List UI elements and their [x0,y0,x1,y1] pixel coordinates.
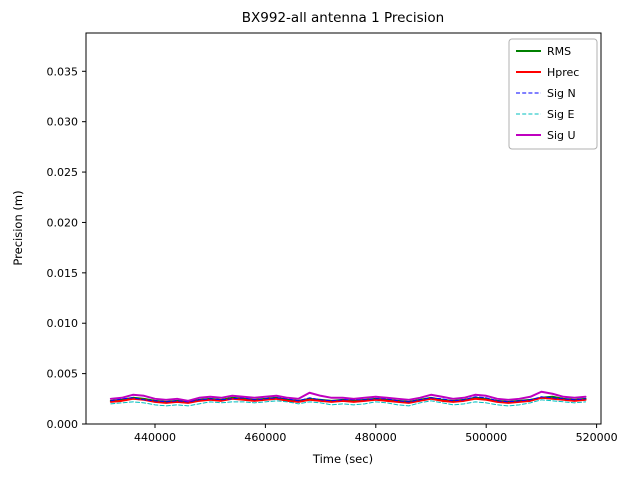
y-tick-label: 0.020 [47,216,79,229]
x-tick-label: 500000 [465,431,507,444]
axes-box [85,32,602,425]
y-tick-label: 0.030 [47,116,79,129]
y-axis-label: Precision (m) [11,190,25,265]
legend-item-sig-n: Sig N [516,87,576,100]
x-axis-label: Time (sec) [312,452,373,466]
legend-item-sig-u: Sig U [516,129,576,142]
y-tick-label: 0.035 [47,65,79,78]
legend-item-rms: RMS [516,45,571,58]
legend-item-label: Sig N [547,87,576,100]
y-tick-label: 0.000 [47,418,79,431]
x-tick-label: 480000 [355,431,397,444]
x-tick-label: 460000 [244,431,286,444]
legend-box [508,38,598,150]
legend-item-label: Sig E [547,108,575,121]
legend-item-sig-e: Sig E [516,108,575,121]
y-tick-label: 0.010 [47,317,79,330]
legend: RMS Hprec Sig N Sig E Sig U [508,38,598,150]
chart-title: BX992-all antenna 1 Precision [242,10,444,26]
series-layer [109,390,587,407]
x-tick-label: 520000 [576,431,618,444]
y-tick-label: 0.025 [47,166,79,179]
series-line-sig-n [110,396,587,403]
legend-item-label: Hprec [547,66,579,79]
legend-item-label: Sig U [547,129,576,142]
legend-item-hprec: Hprec [516,66,579,79]
series-line-sig-u [109,390,587,402]
y-tick-label: 0.015 [47,267,79,280]
series-line-sig-e [110,399,587,407]
axes-layer: 440000 460000 480000 500000 520000 0.000 0.005… [47,32,618,444]
legend-item-label: RMS [547,45,571,58]
x-tick-label: 440000 [134,431,176,444]
y-tick-label: 0.005 [47,368,79,381]
series-line-hprec [109,396,587,404]
